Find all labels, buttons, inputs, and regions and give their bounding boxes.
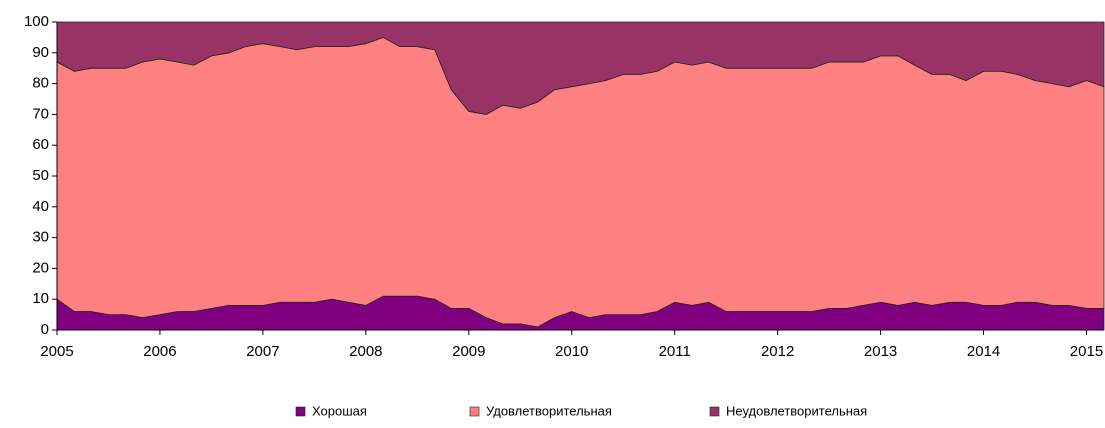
y-tick-label: 80 [32,75,49,92]
legend-swatch [295,406,306,417]
y-tick-label: 10 [32,290,49,307]
x-tick-label: 2010 [555,343,588,360]
y-tick-label: 70 [32,105,49,122]
legend-swatch [469,406,480,417]
legend-label: Хорошая [312,403,367,418]
x-tick-label: 2013 [864,343,897,360]
x-tick-label: 2015 [1070,343,1103,360]
y-tick-label: 0 [41,321,49,338]
x-tick-label: 2014 [967,343,1000,360]
legend-label: Неудовлетворительная [726,403,867,418]
y-tick-label: 100 [24,13,49,30]
y-tick-label: 20 [32,259,49,276]
y-tick-label: 60 [32,136,49,153]
x-tick-label: 2012 [761,343,794,360]
legend-swatch [709,406,720,417]
area [56,21,1105,115]
legend-label: Удовлетворительная [486,403,612,418]
y-tick-label: 90 [32,44,49,61]
y-tick-label: 30 [32,229,49,246]
x-tick-label: 2009 [452,343,485,360]
x-tick-label: 2008 [349,343,382,360]
y-tick-label: 50 [32,167,49,184]
x-tick-label: 2005 [40,343,73,360]
x-tick-label: 2011 [659,343,691,360]
x-tick-label: 2007 [246,343,279,360]
y-tick-label: 40 [32,198,49,215]
x-tick-label: 2006 [143,343,176,360]
